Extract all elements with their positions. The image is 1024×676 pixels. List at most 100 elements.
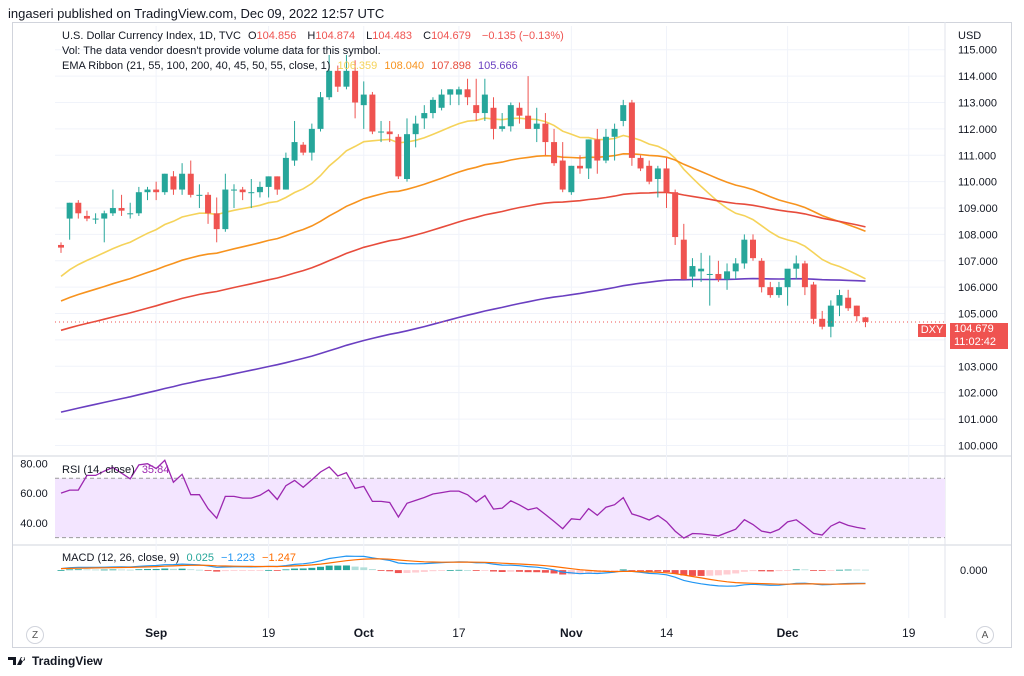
- macd-histogram-bar: [438, 570, 446, 571]
- macd-histogram-bar: [810, 570, 818, 571]
- candle-body: [585, 139, 592, 169]
- ema-label: EMA Ribbon (21, 55, 100, 200, 40, 45, 50…: [62, 60, 331, 72]
- macd-histogram-bar: [195, 569, 203, 571]
- macd-histogram-bar: [515, 570, 523, 572]
- macd-histogram-bar: [299, 568, 307, 571]
- candle-body: [92, 218, 99, 220]
- candle-body: [205, 194, 212, 214]
- candle-body: [256, 186, 263, 193]
- candle-body: [706, 273, 713, 275]
- macd-histogram-bar: [109, 569, 117, 571]
- candle-body: [516, 107, 523, 116]
- macd-histogram-bar: [126, 569, 134, 571]
- candle-body: [326, 70, 333, 98]
- candle-body: [551, 142, 558, 164]
- rsi-label: RSI (14, close): [62, 464, 135, 476]
- candle-body: [698, 268, 705, 272]
- footer-brand: TradingView: [8, 654, 102, 668]
- candle-body: [378, 131, 385, 133]
- candle-body: [239, 189, 246, 193]
- candle-body: [637, 157, 644, 169]
- candle-body: [559, 160, 566, 190]
- macd-histogram-bar: [204, 570, 212, 571]
- macd-histogram-bar: [403, 570, 411, 573]
- candle-body: [724, 271, 731, 280]
- macd-histogram-bar: [429, 570, 437, 572]
- macd-histogram-bar: [161, 568, 169, 571]
- candle-body: [741, 239, 748, 264]
- change: −0.135 (−0.13%): [481, 30, 564, 42]
- candle-body: [170, 176, 177, 190]
- tradingview-logo-icon: [8, 657, 26, 665]
- candle-body: [438, 94, 445, 108]
- macd-histogram-bar: [230, 570, 238, 571]
- candle-body: [473, 105, 480, 114]
- candle-body: [490, 107, 497, 129]
- price-tick-label: 102.000: [958, 388, 998, 400]
- candle-body: [369, 94, 376, 132]
- ema55-line: [60, 152, 866, 302]
- candle-body: [819, 318, 826, 327]
- macd-histogram-bar: [342, 565, 350, 571]
- candle-body: [836, 295, 843, 306]
- candle-body: [421, 113, 428, 119]
- symbol-title: U.S. Dollar Currency Index, 1D, TVC: [62, 30, 241, 42]
- macd-line-value: −1.223: [221, 552, 255, 564]
- candle-body: [611, 128, 618, 137]
- candle-body: [732, 263, 739, 272]
- macd-histogram-bar: [749, 570, 757, 572]
- macd-histogram-bar: [585, 570, 593, 573]
- macd-histogram-bar: [386, 570, 394, 572]
- candle-body: [542, 123, 549, 143]
- macd-histogram-bar: [472, 570, 480, 571]
- candle-body: [109, 208, 116, 214]
- candle-body: [827, 305, 834, 327]
- macd-histogram-bar: [853, 569, 861, 571]
- macd-histogram-bar: [507, 570, 515, 572]
- candle-body: [161, 173, 168, 193]
- candle-body: [793, 263, 800, 269]
- rsi-tick-label: 60.00: [20, 488, 48, 500]
- candle-body: [343, 70, 350, 87]
- price-tick-label: 115.000: [958, 45, 997, 57]
- macd-histogram-bar: [611, 570, 619, 571]
- zoom-reset-button[interactable]: Z: [26, 626, 44, 644]
- candle-body: [58, 244, 64, 248]
- ohlc-close: C104.679: [423, 30, 471, 42]
- candle-body: [187, 173, 194, 195]
- macd-histogram-bar: [412, 570, 420, 573]
- rsi-line: [60, 459, 866, 539]
- candle-body: [672, 192, 679, 238]
- auto-scale-button[interactable]: A: [976, 626, 994, 644]
- candle-body: [525, 115, 532, 129]
- candle-body: [317, 97, 324, 129]
- candle-body: [862, 317, 869, 323]
- macd-histogram-bar: [221, 570, 229, 572]
- candle-body: [602, 136, 609, 161]
- time-tick-label: Oct: [354, 626, 374, 640]
- macd-histogram-bar: [308, 567, 316, 571]
- ema100-line: [60, 191, 866, 332]
- macd-histogram-bar: [273, 570, 281, 571]
- candle-body: [689, 266, 696, 277]
- candle-body: [750, 239, 756, 259]
- macd-histogram-bar: [291, 568, 299, 571]
- price-tick-label: 103.000: [958, 361, 998, 373]
- candle-body: [507, 105, 514, 127]
- candle-body: [628, 102, 635, 158]
- candle-body: [775, 287, 782, 296]
- macd-histogram-bar: [628, 570, 636, 571]
- candle-body: [360, 94, 367, 106]
- macd-histogram-bar: [464, 570, 472, 571]
- candle-body: [801, 263, 808, 288]
- price-tick-label: 107.000: [958, 256, 998, 268]
- candle-body: [75, 202, 82, 214]
- macd-histogram-bar: [178, 568, 186, 571]
- candle-body: [455, 89, 462, 95]
- macd-tick-label: 0.000: [960, 565, 988, 577]
- price-tick-label: 108.000: [958, 229, 998, 241]
- candle-body: [83, 215, 90, 219]
- macd-histogram-bar: [351, 566, 359, 571]
- ema200-value: 105.666: [478, 60, 518, 72]
